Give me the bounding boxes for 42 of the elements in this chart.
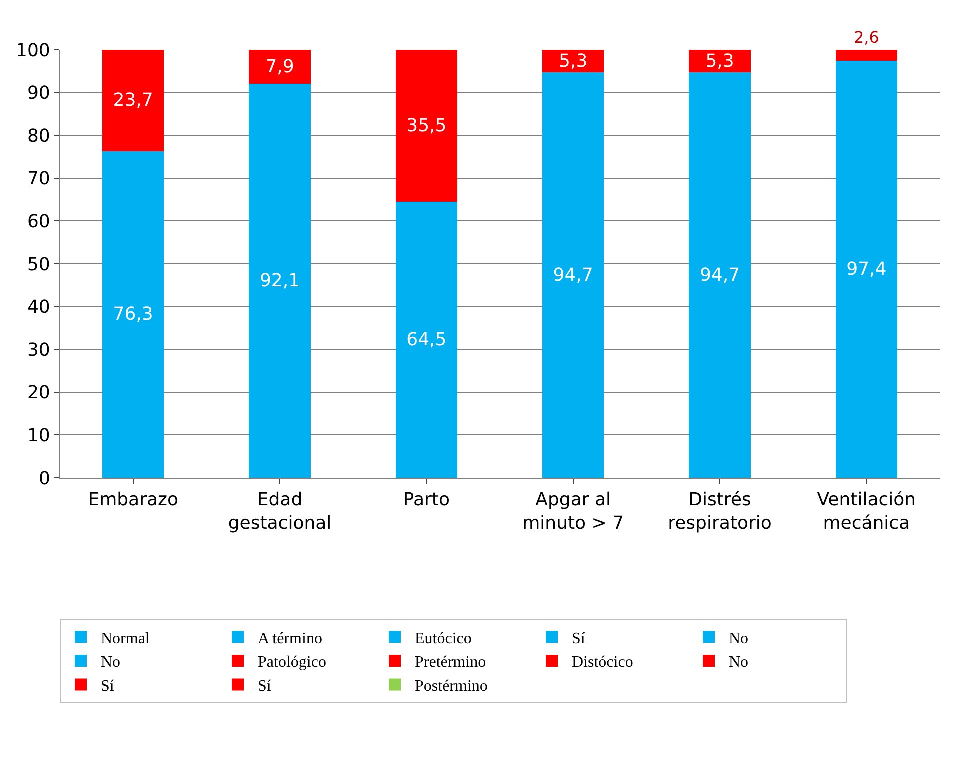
legend-label: Distócico [572, 654, 634, 672]
legend-label: Postérmino [415, 678, 488, 695]
data-label: 76,3 [113, 304, 154, 326]
y-tick-label: 70 [27, 168, 50, 190]
data-label: 94,7 [700, 264, 740, 286]
y-tick-label: 10 [27, 426, 50, 446]
data-label: 5,3 [706, 50, 734, 72]
legend-label: A término [258, 630, 322, 648]
legend-label: No [101, 654, 121, 672]
x-tick-label: Embarazo [88, 490, 178, 511]
x-tick-label: Distrés respiratorio [668, 490, 772, 534]
legend-label: Eutócico [415, 630, 472, 648]
x-tick-label: Parto [403, 490, 450, 511]
x-tick-label: Apgar al minuto > 7 [522, 490, 624, 534]
legend-label: Sí [258, 678, 272, 695]
y-tick-label: 20 [27, 382, 50, 404]
data-label: 2,6 [854, 28, 880, 47]
data-label: 7,9 [266, 56, 294, 78]
data-label: 97,4 [846, 259, 887, 280]
y-tick-label: 0 [38, 468, 50, 490]
data-label: 92,1 [260, 270, 300, 292]
y-tick-label: 90 [27, 83, 50, 104]
legend-label: No [729, 654, 749, 672]
y-tick-label: 30 [27, 340, 50, 361]
data-label: 23,7 [113, 90, 154, 112]
data-label: 94,7 [553, 264, 594, 286]
x-tick-label: Ventilación mecánica [817, 490, 916, 534]
y-tick-label: 80 [27, 126, 50, 147]
data-label: 64,5 [406, 329, 447, 350]
y-tick-label: 40 [27, 297, 50, 318]
legend-label: Normal [101, 630, 150, 648]
legend-label: Patológico [258, 654, 326, 672]
y-tick-label: 50 [27, 254, 50, 276]
legend-label: No [729, 630, 749, 648]
legend-label: Sí [101, 678, 115, 695]
x-tick-label: Edad gestacional [228, 490, 332, 534]
data-label: 5,3 [559, 50, 588, 72]
y-tick-label: 100 [16, 40, 50, 62]
legend-label: Pretérmino [415, 654, 486, 672]
data-label: 35,5 [406, 115, 447, 136]
y-tick-label: 60 [27, 212, 50, 232]
legend-label: Sí [572, 630, 586, 648]
